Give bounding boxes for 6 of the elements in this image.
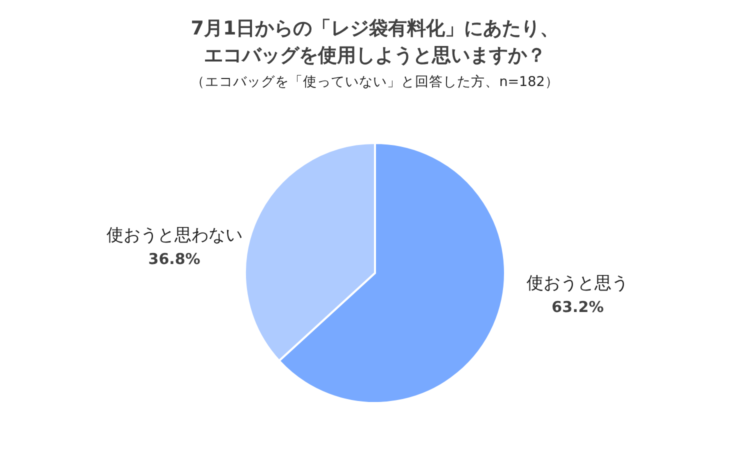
chart-title: 7月1日からの「レジ袋有料化」にあたり、エコバッグを使用しようと思いますか？ <box>190 18 560 66</box>
chart-subtitle: （エコバッグを「使っていない」と回答した方、n=182） <box>191 74 559 90</box>
slice-label: 使おうと思う <box>526 273 629 294</box>
data-label: 36.8% <box>148 250 200 268</box>
slice-label: 使おうと思わない <box>106 226 242 246</box>
data-label: 63.2% <box>552 298 604 316</box>
